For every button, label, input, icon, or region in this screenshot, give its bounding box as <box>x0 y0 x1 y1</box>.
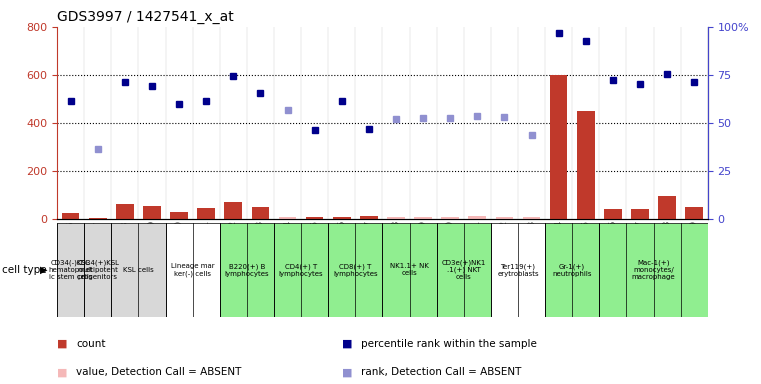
Bar <box>469 216 486 219</box>
Bar <box>686 207 703 219</box>
Bar <box>274 223 328 317</box>
Text: NK1.1+ NK
cells: NK1.1+ NK cells <box>390 263 429 276</box>
Text: ■: ■ <box>342 367 353 377</box>
Bar <box>197 208 215 219</box>
Bar <box>523 217 540 219</box>
Bar <box>328 223 382 317</box>
Bar <box>441 217 459 219</box>
Text: KSL cells: KSL cells <box>123 267 154 273</box>
Text: count: count <box>76 339 106 349</box>
Text: Gr-1(+)
neutrophils: Gr-1(+) neutrophils <box>552 263 592 276</box>
Bar <box>111 223 165 317</box>
Text: cell type: cell type <box>2 265 46 275</box>
Bar <box>252 207 269 219</box>
Text: CD34(-)KSL
hematopoiet
ic stem cells: CD34(-)KSL hematopoiet ic stem cells <box>49 260 93 280</box>
Bar <box>549 75 568 219</box>
Text: Lineage mar
ker(-) cells: Lineage mar ker(-) cells <box>170 263 215 276</box>
Bar <box>545 223 599 317</box>
Text: value, Detection Call = ABSENT: value, Detection Call = ABSENT <box>76 367 241 377</box>
Bar <box>165 223 220 317</box>
Bar <box>382 223 437 317</box>
Text: rank, Detection Call = ABSENT: rank, Detection Call = ABSENT <box>361 367 522 377</box>
Bar <box>387 217 405 219</box>
Text: Mac-1(+)
monocytes/
macrophage: Mac-1(+) monocytes/ macrophage <box>632 260 675 280</box>
Bar <box>333 217 351 219</box>
Text: CD8(+) T
lymphocytes: CD8(+) T lymphocytes <box>333 263 377 276</box>
Bar <box>62 213 79 219</box>
Text: ■: ■ <box>57 367 68 377</box>
Text: B220(+) B
lymphocytes: B220(+) B lymphocytes <box>224 263 269 276</box>
Bar <box>170 212 188 219</box>
Bar <box>220 223 274 317</box>
Bar <box>495 217 513 219</box>
Bar <box>57 223 84 317</box>
Bar <box>279 217 296 219</box>
Bar <box>414 217 432 219</box>
Bar <box>143 206 161 219</box>
Text: CD34(+)KSL
multipotent
progenitors: CD34(+)KSL multipotent progenitors <box>76 260 119 280</box>
Text: ■: ■ <box>342 339 353 349</box>
Text: GDS3997 / 1427541_x_at: GDS3997 / 1427541_x_at <box>57 10 234 25</box>
Bar <box>224 202 242 219</box>
Bar <box>306 217 323 219</box>
Bar <box>631 209 649 219</box>
Bar <box>84 223 111 317</box>
Bar <box>658 196 676 219</box>
Bar <box>360 217 377 219</box>
Text: ▶: ▶ <box>40 265 47 275</box>
Bar <box>437 223 491 317</box>
Text: percentile rank within the sample: percentile rank within the sample <box>361 339 537 349</box>
Text: CD3e(+)NK1
.1(+) NKT
cells: CD3e(+)NK1 .1(+) NKT cells <box>441 259 486 280</box>
Bar <box>89 218 107 219</box>
Bar <box>491 223 545 317</box>
Text: CD4(+) T
lymphocytes: CD4(+) T lymphocytes <box>279 263 323 276</box>
Text: Ter119(+)
erytroblasts: Ter119(+) erytroblasts <box>497 263 539 276</box>
Text: ■: ■ <box>57 339 68 349</box>
Bar <box>116 204 134 219</box>
Bar <box>599 223 708 317</box>
Bar <box>577 111 594 219</box>
Bar <box>604 209 622 219</box>
